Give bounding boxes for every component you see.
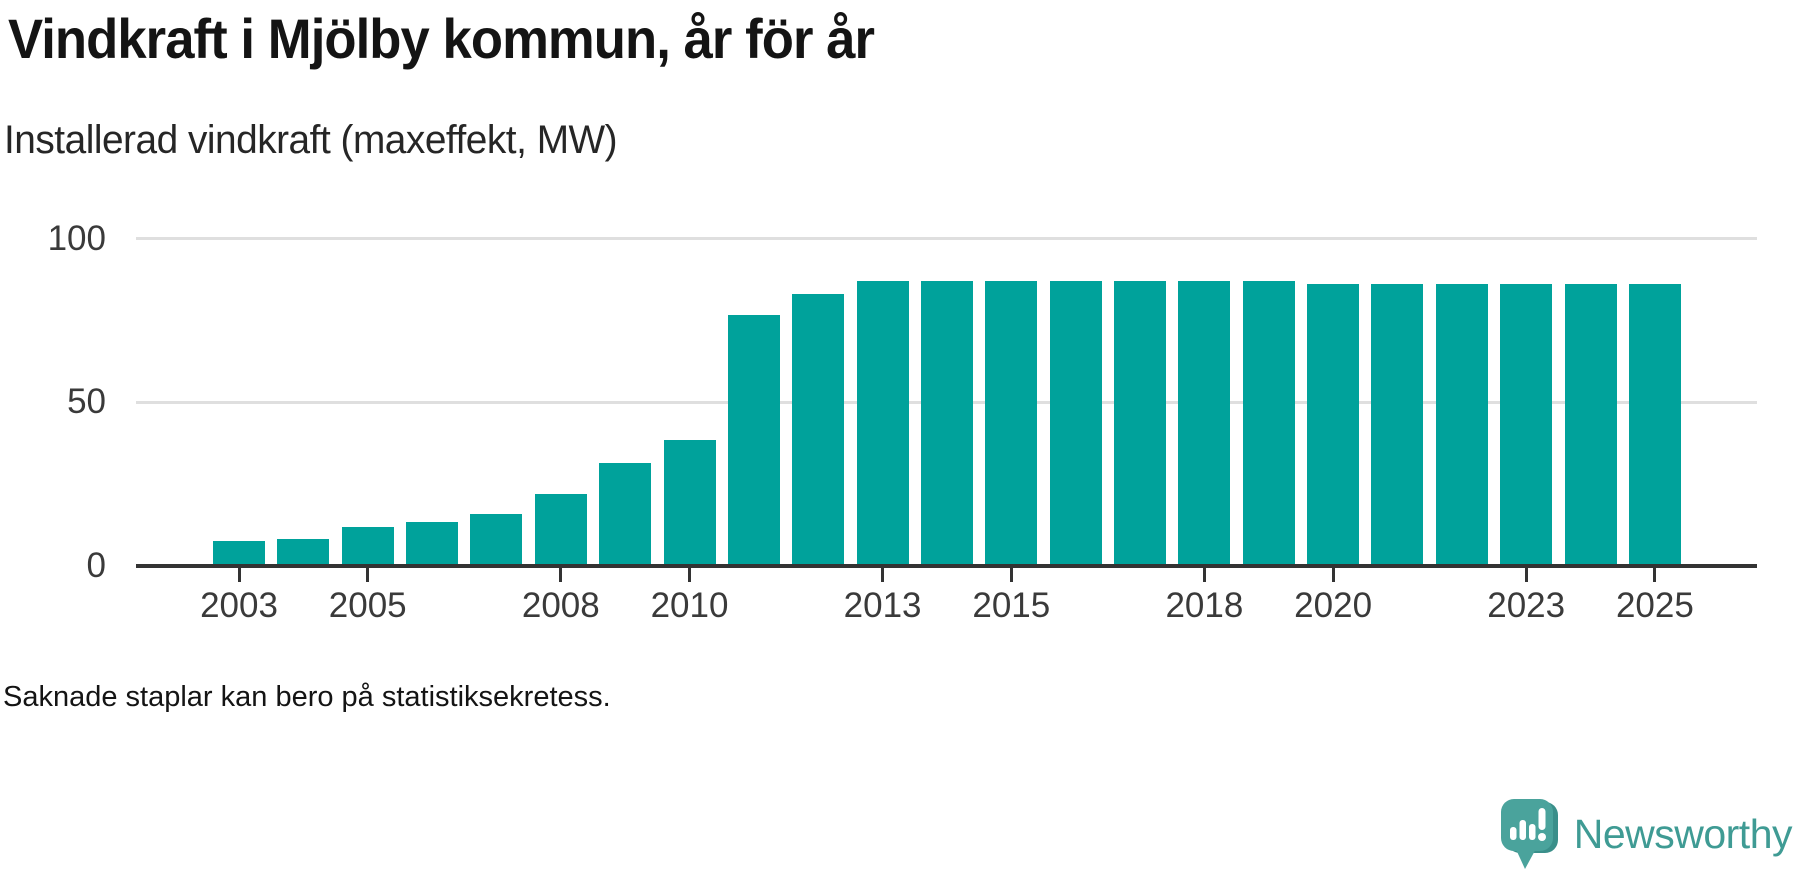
bar-2018: [1178, 281, 1231, 566]
bar-2017: [1114, 281, 1167, 566]
bar-2025: [1628, 284, 1681, 566]
bar-2015: [985, 281, 1038, 566]
x-tick-label-2015: 2015: [972, 586, 1051, 625]
tick-mark-2023: [1524, 568, 1528, 582]
tick-mark-2005: [366, 568, 370, 582]
bar-2016: [1049, 281, 1102, 566]
x-tick-label-2020: 2020: [1294, 586, 1373, 625]
bar-2008: [534, 493, 587, 566]
tick-mark-2020: [1331, 568, 1335, 582]
newsworthy-logo: Newsworthy: [1498, 797, 1793, 871]
bar-2019: [1242, 281, 1295, 566]
y-tick-label-50: 50: [67, 382, 106, 422]
x-tick-label-2008: 2008: [521, 586, 600, 625]
bar-2010: [663, 439, 716, 566]
tick-mark-2003: [237, 568, 241, 582]
bar-2012: [792, 294, 845, 566]
tick-mark-2010: [688, 568, 692, 582]
newsworthy-logo-text: Newsworthy: [1573, 810, 1793, 857]
bar-2022: [1435, 284, 1488, 566]
x-tick-label-2003: 2003: [200, 586, 278, 625]
tick-mark-2018: [1202, 568, 1206, 582]
chart-title: Vindkraft i Mjölby kommun, år för år: [8, 7, 875, 70]
x-tick-label-2005: 2005: [328, 586, 407, 625]
bar-2011: [727, 315, 780, 566]
bar-2014: [920, 281, 973, 566]
tick-mark-2015: [1009, 568, 1013, 582]
bar-2024: [1564, 284, 1617, 566]
bar-2004: [277, 538, 330, 566]
y-tick-label-0: 0: [86, 546, 106, 585]
gridline-100: [136, 237, 1757, 240]
tick-mark-2008: [559, 568, 563, 582]
footnote: Saknade staplar kan bero på statistiksek…: [3, 681, 611, 713]
bar-2007: [470, 513, 523, 566]
bar-2003: [213, 541, 265, 566]
bar-2006: [406, 521, 459, 566]
x-tick-label-2023: 2023: [1487, 586, 1566, 625]
bar-2009: [599, 462, 652, 566]
chart-subtitle: Installerad vindkraft (maxeffekt, MW): [4, 118, 618, 162]
x-tick-label-2025: 2025: [1615, 586, 1694, 625]
y-tick-label-100: 100: [47, 218, 106, 258]
bar-2013: [856, 281, 909, 566]
bar-2005: [341, 526, 394, 566]
x-tick-label-2010: 2010: [650, 586, 729, 625]
tick-mark-2013: [881, 568, 885, 582]
tick-mark-2025: [1653, 568, 1657, 582]
bar-2021: [1371, 284, 1424, 566]
x-tick-label-2013: 2013: [843, 586, 922, 625]
x-tick-label-2018: 2018: [1165, 586, 1244, 625]
x-axis-line: [136, 564, 1757, 568]
newsworthy-logo-icon: [1500, 799, 1558, 869]
bar-2020: [1307, 284, 1360, 566]
bar-2023: [1500, 284, 1553, 566]
